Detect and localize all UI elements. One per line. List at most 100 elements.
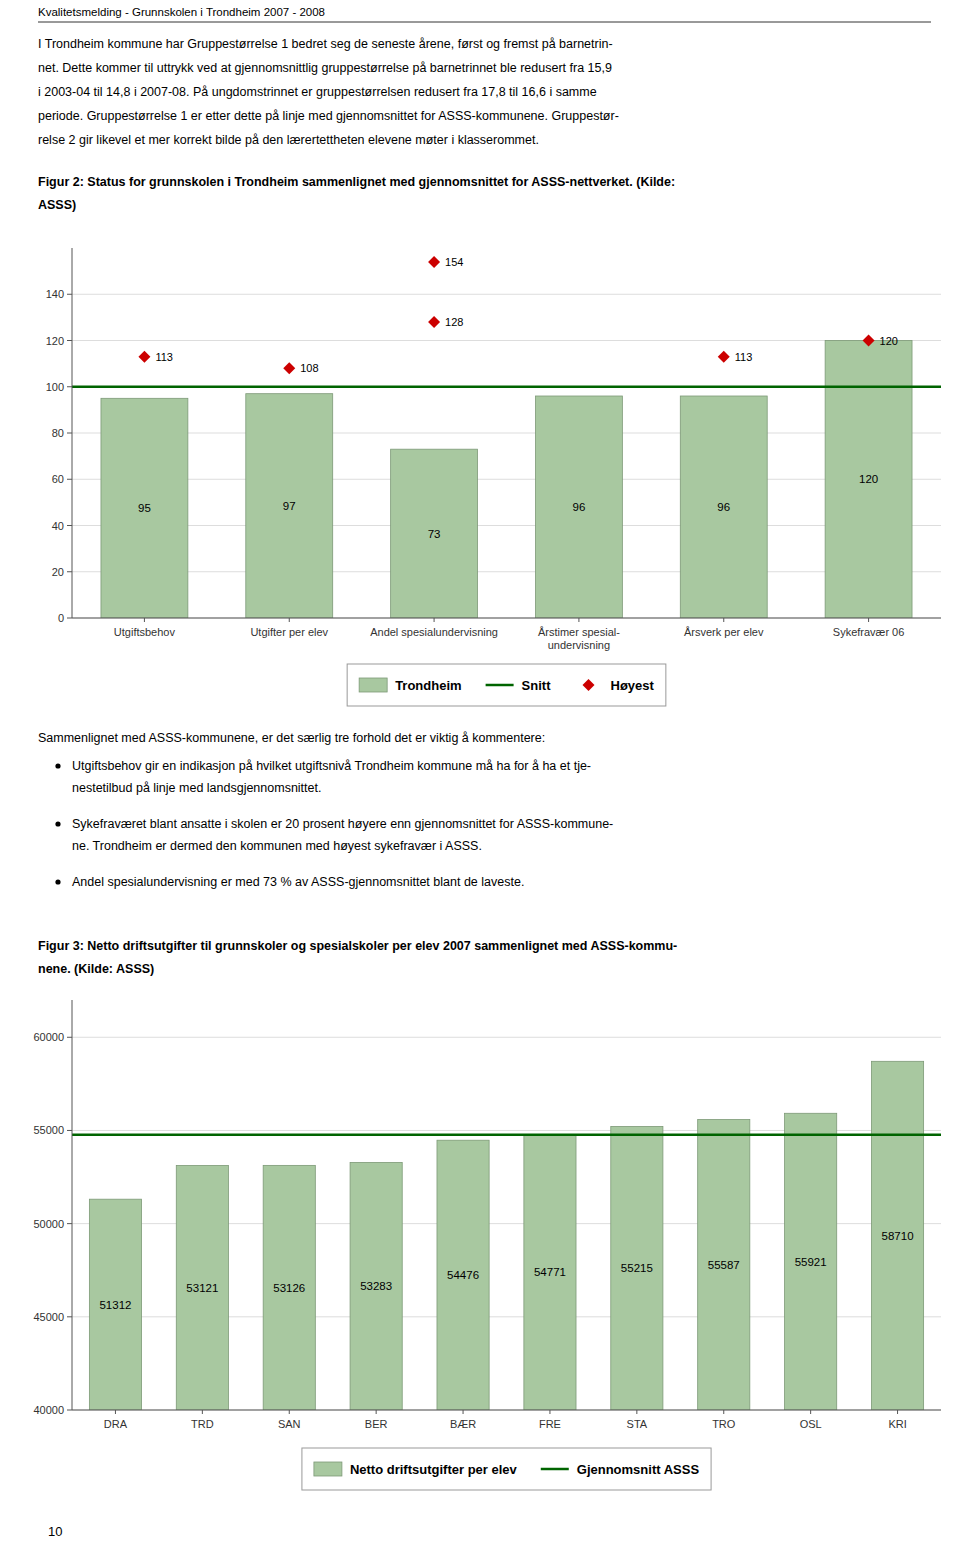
y-tick <box>67 618 72 619</box>
bar <box>89 1199 141 1410</box>
marker <box>428 316 440 328</box>
bullet-line: Andel spesialundervisning er med 73 % av… <box>72 875 524 889</box>
x-tick <box>723 618 724 622</box>
legend-label: Snitt <box>522 678 552 693</box>
bar-value-label: 58710 <box>882 1230 914 1242</box>
y-tick <box>67 1410 72 1411</box>
bullet-dot <box>55 763 60 768</box>
x-tick-label: Utgiftsbehov <box>114 626 176 638</box>
grid-line <box>72 525 941 526</box>
x-tick <box>549 1410 550 1414</box>
y-tick-label: 60 <box>52 473 64 485</box>
bar <box>871 1061 923 1410</box>
legend-item: Netto driftsutgifter per elev <box>314 1462 518 1477</box>
bar-value-label: 54771 <box>534 1266 566 1278</box>
x-tick-label-line: undervisning <box>548 639 610 651</box>
y-tick <box>67 1316 72 1317</box>
bar <box>535 396 622 618</box>
x-tick-label: BÆR <box>450 1418 476 1430</box>
legend-label: Gjennomsnitt ASSS <box>577 1462 700 1477</box>
x-tick-label-line: TRD <box>191 1418 214 1430</box>
bar <box>825 341 912 619</box>
x-tick <box>578 618 579 622</box>
x-tick-label-line: Utgiftsbehov <box>114 626 176 638</box>
x-tick <box>202 1410 203 1414</box>
marker-value-label: 113 <box>735 351 753 363</box>
bar <box>246 394 333 618</box>
x-axis-line <box>72 618 941 619</box>
marker <box>138 351 150 363</box>
bar-value-label: 97 <box>283 500 296 512</box>
x-tick <box>868 618 869 622</box>
x-tick <box>289 618 290 622</box>
intro-line: periode. Gruppestørrelse 1 er etter dett… <box>38 109 619 123</box>
legend-swatch <box>541 1468 569 1471</box>
y-tick-label: 0 <box>58 612 64 624</box>
intro-line: I Trondheim kommune har Gruppestørrelse … <box>38 37 613 51</box>
legend-label: Trondheim <box>395 678 461 693</box>
x-tick-label-line: DRA <box>104 1418 128 1430</box>
legend-swatch <box>314 1462 342 1476</box>
x-tick <box>434 618 435 622</box>
x-tick-label: SAN <box>278 1418 301 1430</box>
bar <box>263 1165 315 1410</box>
x-tick <box>810 1410 811 1414</box>
x-tick <box>897 1410 898 1414</box>
chart: Figur 3: Netto driftsutgifter til grunns… <box>33 939 941 1490</box>
x-tick-label: DRA <box>104 1418 128 1430</box>
bullet-line: Utgiftsbehov gir en indikasjon på hvilke… <box>72 759 591 773</box>
grid-line <box>72 433 941 434</box>
y-tick-label: 120 <box>46 335 64 347</box>
y-tick <box>67 525 72 526</box>
y-tick-label: 40000 <box>33 1404 64 1416</box>
marker-value-label: 128 <box>445 316 463 328</box>
x-tick-label-line: KRI <box>888 1418 906 1430</box>
bar-value-label: 53126 <box>273 1282 305 1294</box>
y-tick-label: 55000 <box>33 1124 64 1136</box>
bar-value-label: 120 <box>859 473 878 485</box>
chart-title: Figur 2: Status for grunnskolen i Trondh… <box>38 175 675 189</box>
plot-marks <box>72 1061 941 1410</box>
bar <box>437 1140 489 1410</box>
marker-value-label: 113 <box>155 351 173 363</box>
bullet-intro: Sammenlignet med ASSS-kommunene, er det … <box>38 731 545 745</box>
chart-title: nene. (Kilde: ASSS) <box>38 962 154 976</box>
intro-line: relse 2 gir likevel et mer korrekt bilde… <box>38 133 539 147</box>
grid-line <box>72 1037 941 1038</box>
data-labels: 5131253121531265328354476547715521555587… <box>99 1230 913 1311</box>
x-tick <box>463 1410 464 1414</box>
grid-line <box>72 479 941 480</box>
plot-marks <box>72 256 941 618</box>
y-tick-label: 40 <box>52 520 64 532</box>
x-tick <box>636 1410 637 1414</box>
grid-line <box>72 386 941 387</box>
y-tick-label: 140 <box>46 288 64 300</box>
legend: Netto driftsutgifter per elev Gjennomsnit… <box>302 1448 711 1490</box>
bar <box>680 396 767 618</box>
y-tick-label: 80 <box>52 427 64 439</box>
bar <box>611 1126 663 1410</box>
reference-line <box>72 386 941 389</box>
x-tick-label-line: Årstimer spesial- <box>538 626 620 638</box>
chart: Figur 2: Status for grunnskolen i Trondh… <box>38 175 941 706</box>
chart-title: ASSS) <box>38 198 76 212</box>
x-tick-label-line: Andel spesialundervisning <box>370 626 498 638</box>
bar <box>391 449 478 618</box>
x-tick-label: TRO <box>712 1418 736 1430</box>
x-tick-label: Utgifter per elev <box>250 626 328 638</box>
y-tick <box>67 1037 72 1038</box>
legend-swatch <box>582 679 594 691</box>
y-tick <box>67 340 72 341</box>
page-title: Kvalitetsmelding - Grunnskolen i Trondhe… <box>38 6 325 18</box>
x-tick-label: Årstimer spesial-undervisning <box>538 626 620 651</box>
grid-line <box>72 340 941 341</box>
grid-line <box>72 618 941 619</box>
intro-line: i 2003-04 til 14,8 i 2007-08. På ungdoms… <box>38 85 597 99</box>
x-tick-label: Sykefravær 06 <box>833 626 905 638</box>
y-tick <box>67 1130 72 1131</box>
bar-value-label: 96 <box>717 501 730 513</box>
x-tick-label: OSL <box>800 1418 822 1430</box>
legend-item: Trondheim <box>359 678 461 693</box>
x-tick-label: FRE <box>539 1418 561 1430</box>
page-number: 10 <box>48 1524 62 1539</box>
